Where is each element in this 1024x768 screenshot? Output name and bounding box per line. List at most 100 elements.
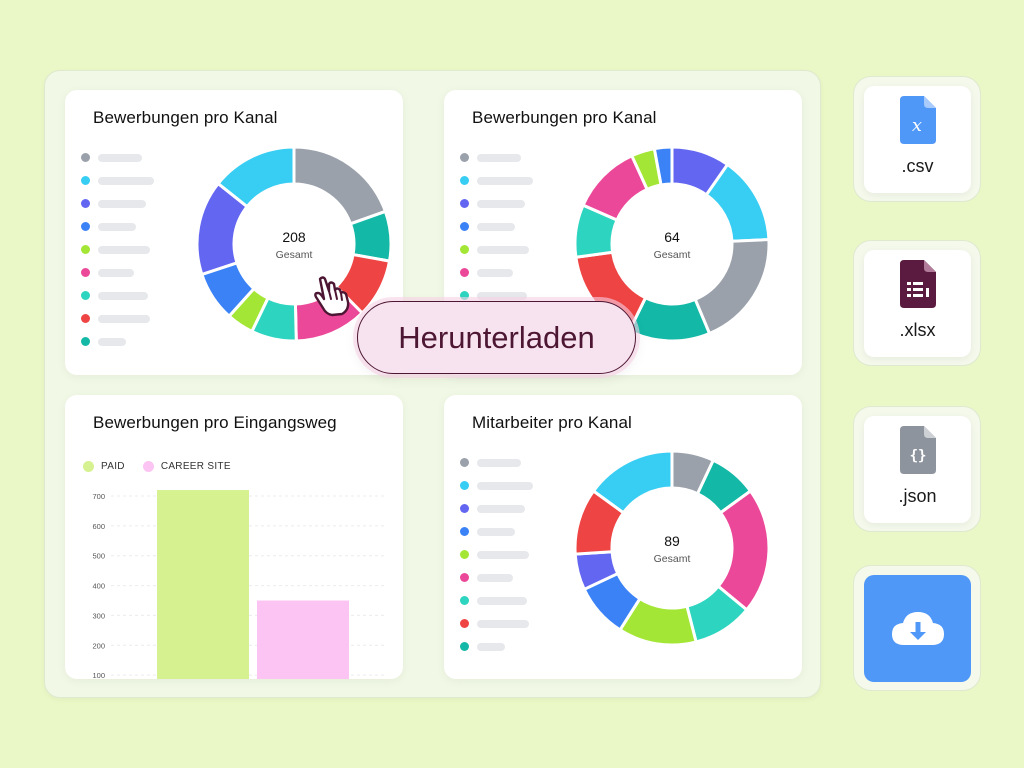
xlsx-option[interactable]: .xlsx — [864, 250, 971, 357]
y-tick-label: 400 — [92, 582, 105, 591]
legend-item — [460, 612, 533, 635]
donut-chart[interactable] — [573, 449, 771, 647]
legend-item — [81, 284, 154, 307]
legend-item — [460, 543, 533, 566]
legend-dot — [460, 527, 469, 536]
legend-placeholder — [477, 527, 515, 536]
legend-dot — [81, 268, 90, 277]
legend-dot — [460, 268, 469, 277]
legend-item — [81, 261, 154, 284]
download-json-tile[interactable]: {} .json — [853, 406, 981, 532]
legend-dot — [460, 153, 469, 162]
csv-file-icon: x — [900, 96, 936, 144]
legend-item — [460, 215, 533, 238]
donut-segment[interactable] — [216, 145, 296, 209]
legend-dot — [81, 153, 90, 162]
legend-label-career-site: CAREER SITE — [160, 461, 231, 472]
legend-dot — [460, 504, 469, 513]
legend-placeholder — [477, 504, 525, 513]
bar-clicks[interactable] — [257, 600, 349, 680]
legend-placeholder — [477, 458, 521, 467]
legend-item — [460, 497, 533, 520]
legend-placeholder — [477, 291, 527, 300]
bar-chart: 0100200300400500600700VIEWSCLICKS — [92, 490, 387, 680]
donut-segment[interactable] — [591, 449, 674, 515]
xlsx-label: .xlsx — [899, 320, 936, 340]
legend-swatch-paid — [83, 461, 94, 472]
legend-placeholder — [98, 176, 154, 185]
legend-dot — [81, 222, 90, 231]
legend-dot — [81, 337, 90, 346]
csv-label: .csv — [901, 156, 934, 176]
json-file-icon: {} — [900, 426, 936, 474]
legend-dot — [460, 550, 469, 559]
donut-segment[interactable] — [652, 145, 674, 187]
legend-item — [81, 192, 154, 215]
donut-segment[interactable] — [292, 145, 388, 226]
donut-total-label: Gesamt — [275, 249, 313, 261]
json-label: .json — [898, 486, 937, 506]
download-button[interactable]: Herunterladen — [357, 301, 636, 374]
legend-label-paid: PAID — [101, 461, 125, 472]
y-tick-label: 200 — [92, 641, 105, 650]
legend-placeholder — [98, 199, 146, 208]
y-tick-label: 100 — [92, 671, 105, 679]
legend-item — [460, 146, 533, 169]
legend — [460, 451, 533, 658]
legend-placeholder — [477, 245, 529, 254]
card-ways: Bewerbungen pro Eingangsweg PAID CAREER … — [65, 395, 403, 679]
legend-placeholder — [477, 550, 529, 559]
legend-item — [81, 215, 154, 238]
legend-placeholder — [98, 222, 136, 231]
donut-chart[interactable] — [573, 145, 771, 343]
legend-dot — [460, 176, 469, 185]
svg-text:x: x — [912, 115, 922, 136]
cloud-download-button[interactable] — [864, 575, 971, 682]
bar-legend: PAID CAREER SITE — [83, 461, 249, 472]
card-title: Bewerbungen pro Kanal — [93, 108, 278, 127]
card-staff: Mitarbeiter pro Kanal 89 Gesamt — [444, 395, 802, 679]
legend-dot — [81, 199, 90, 208]
legend-dot — [460, 291, 469, 300]
legend-placeholder — [98, 245, 150, 254]
legend-item — [460, 238, 533, 261]
legend-placeholder — [477, 642, 505, 651]
legend-placeholder — [477, 222, 515, 231]
svg-text:{}: {} — [910, 448, 927, 464]
legend-dot — [460, 481, 469, 490]
legend-placeholder — [98, 314, 150, 323]
legend-placeholder — [98, 268, 134, 277]
legend-dot — [81, 314, 90, 323]
csv-option[interactable]: x .csv — [864, 86, 971, 193]
legend-placeholder — [98, 153, 142, 162]
legend-placeholder — [477, 176, 533, 185]
legend-dot — [81, 176, 90, 185]
legend-item — [81, 307, 154, 330]
json-option[interactable]: {} .json — [864, 416, 971, 523]
donut-total-label: Gesamt — [653, 249, 691, 261]
donut-total-label: Gesamt — [653, 553, 691, 565]
legend-dot — [81, 291, 90, 300]
legend-item — [460, 520, 533, 543]
legend-item — [460, 192, 533, 215]
legend-item — [460, 474, 533, 497]
legend-placeholder — [477, 619, 529, 628]
legend-item — [81, 330, 154, 353]
legend-item — [81, 169, 154, 192]
legend-dot — [460, 573, 469, 582]
cloud-download-icon — [892, 612, 944, 645]
y-tick-label: 600 — [92, 522, 105, 531]
download-cloud-tile[interactable] — [853, 565, 981, 691]
legend-placeholder — [477, 596, 527, 605]
legend-item — [81, 146, 154, 169]
download-csv-tile[interactable]: x .csv — [853, 76, 981, 202]
legend-placeholder — [477, 268, 513, 277]
legend-item — [460, 589, 533, 612]
legend-dot — [81, 245, 90, 254]
legend-item — [460, 451, 533, 474]
bar-views[interactable] — [157, 490, 249, 679]
download-xlsx-tile[interactable]: .xlsx — [853, 240, 981, 366]
legend-dot — [460, 199, 469, 208]
donut-chart[interactable] — [195, 145, 393, 343]
legend-placeholder — [98, 291, 148, 300]
